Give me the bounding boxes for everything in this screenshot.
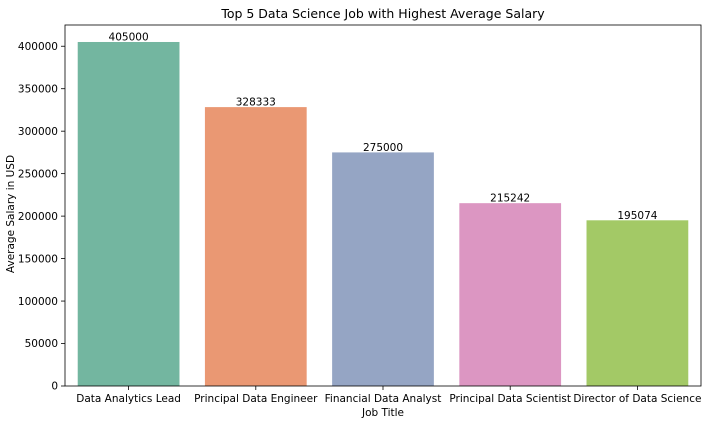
plot-frame: [64, 24, 702, 387]
bar: [332, 152, 434, 386]
data-label: 195074: [617, 210, 657, 222]
x-axis-label: Job Title: [361, 407, 404, 419]
x-tick-label: Data Analytics Lead: [76, 393, 181, 405]
y-tick-label: 300000: [18, 126, 58, 138]
bar: [77, 41, 180, 387]
data-label: 405000: [109, 31, 149, 43]
y-tick-label: 200000: [18, 211, 58, 223]
y-tick-label: 400000: [18, 41, 58, 53]
chart-title: Top 5 Data Science Job with Highest Aver…: [220, 6, 545, 21]
y-axis-label: Average Salary in USD: [5, 155, 17, 273]
bar: [204, 107, 307, 387]
y-tick-label: 50000: [25, 338, 58, 350]
x-tick-label: Principal Data Engineer: [194, 393, 318, 405]
y-tick-label: 250000: [18, 168, 58, 180]
bar: [586, 220, 689, 386]
data-label: 215242: [490, 193, 530, 205]
y-tick-label: 150000: [18, 253, 58, 265]
y-tick-label: 100000: [18, 296, 58, 308]
x-tick-label: Financial Data Analyst: [325, 393, 442, 405]
data-label: 328333: [236, 97, 276, 109]
data-label: 275000: [363, 142, 403, 154]
y-tick-label: 0: [51, 381, 58, 393]
x-tick-label: Director of Data Science: [573, 393, 701, 405]
bar: [459, 203, 562, 386]
y-tick-label: 350000: [18, 83, 58, 95]
x-tick-label: Principal Data Scientist: [449, 393, 571, 405]
